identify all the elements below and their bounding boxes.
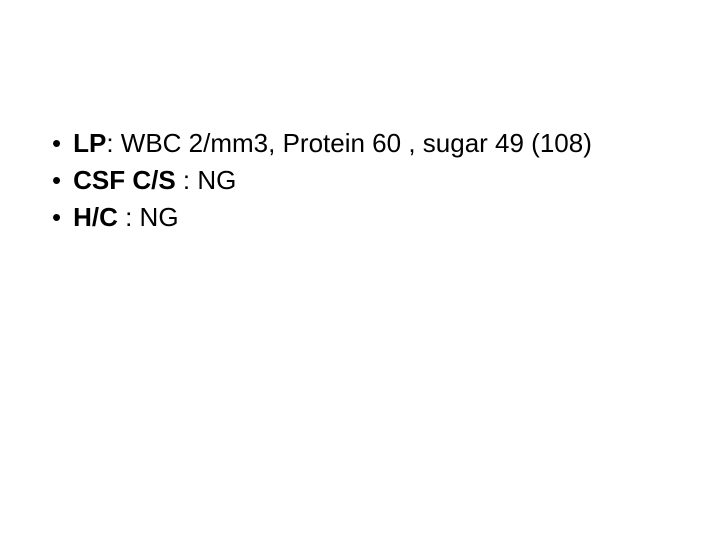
bullet-item-hc: • H/C : NG	[52, 200, 662, 235]
bullet-item-csf: • CSF C/S : NG	[52, 163, 662, 198]
slide-content: • LP: WBC 2/mm3, Protein 60 , sugar 49 (…	[52, 126, 662, 237]
bullet-text: CSF C/S : NG	[73, 163, 236, 198]
bullet-marker: •	[52, 126, 61, 161]
bullet-label: LP	[73, 128, 106, 158]
bullet-value: : NG	[118, 202, 179, 232]
bullet-label: H/C	[73, 202, 118, 232]
bullet-item-lp: • LP: WBC 2/mm3, Protein 60 , sugar 49 (…	[52, 126, 662, 161]
bullet-marker: •	[52, 200, 61, 235]
bullet-text: LP: WBC 2/mm3, Protein 60 , sugar 49 (10…	[73, 126, 592, 161]
bullet-value: : NG	[176, 165, 237, 195]
bullet-text: H/C : NG	[73, 200, 178, 235]
bullet-marker: •	[52, 163, 61, 198]
bullet-value: : WBC 2/mm3, Protein 60 , sugar 49 (108)	[106, 128, 592, 158]
bullet-label: CSF C/S	[73, 165, 176, 195]
